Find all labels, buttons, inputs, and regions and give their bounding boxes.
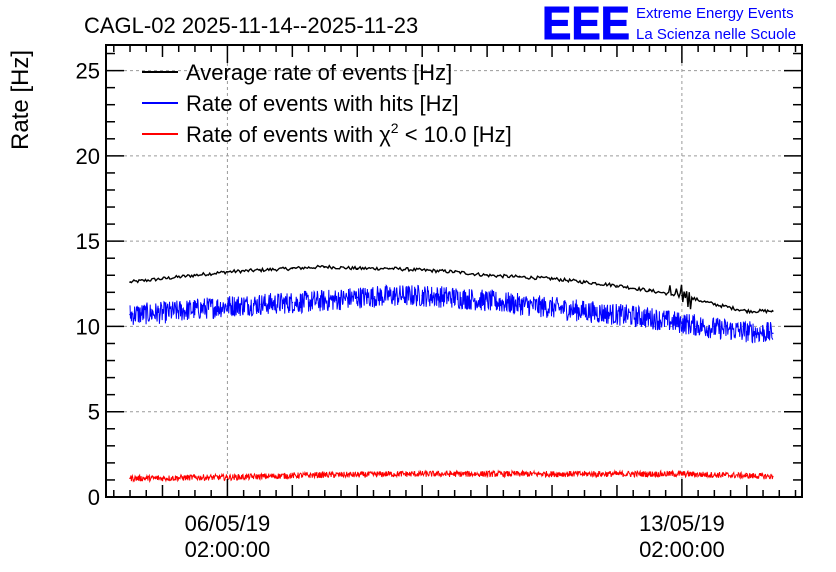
- data-point: [616, 284, 618, 287]
- y-tick-label: 20: [76, 144, 100, 169]
- series-line: [129, 264, 774, 315]
- brand-line-2: La Scienza nelle Scuole: [636, 26, 796, 43]
- legend-label-chi2: Rate of events with χ2 < 10.0 [Hz]: [186, 120, 512, 147]
- y-tick-label: 15: [76, 229, 100, 254]
- series-0: [129, 264, 774, 315]
- legend-chi2-symbol: χ: [379, 122, 391, 147]
- y-tick-label: 25: [76, 59, 100, 84]
- brand-logo: EEE Extreme Energy Events La Scienza nel…: [542, 0, 797, 50]
- legend-chi2-prefix: Rate of events with: [186, 122, 379, 147]
- series-line: [129, 469, 774, 483]
- legend-label-hits: Rate of events with hits [Hz]: [186, 91, 459, 116]
- chart-title: CAGL-02 2025-11-14--2025-11-23: [84, 13, 418, 38]
- grid: [106, 45, 802, 497]
- legend: Average rate of events [Hz] Rate of even…: [142, 60, 512, 147]
- series-layer: [129, 264, 774, 483]
- y-tick-label: 5: [88, 400, 100, 425]
- legend-chi2-suffix: < 10.0 [Hz]: [399, 122, 512, 147]
- eee-logo-text: EEE: [542, 0, 630, 49]
- x-tick-label-date: 06/05/19: [185, 511, 271, 536]
- series-2: [129, 469, 774, 483]
- data-point: [771, 332, 774, 335]
- legend-chi2-superscript: 2: [391, 120, 399, 136]
- x-tick-label-time: 02:00:00: [185, 537, 271, 562]
- y-tick-label: 10: [76, 314, 100, 339]
- x-tick-label-date: 13/05/19: [639, 511, 725, 536]
- series-1: [129, 284, 774, 344]
- y-axis-label: Rate [Hz]: [7, 50, 34, 150]
- y-tick-label: 0: [88, 485, 100, 510]
- brand-line-1: Extreme Energy Events: [636, 5, 794, 22]
- axes: 051015202506/05/1902:00:0013/05/1902:00:…: [76, 44, 803, 562]
- x-tick-label-time: 02:00:00: [639, 537, 725, 562]
- legend-label-average: Average rate of events [Hz]: [186, 60, 452, 85]
- series-line: [129, 284, 774, 344]
